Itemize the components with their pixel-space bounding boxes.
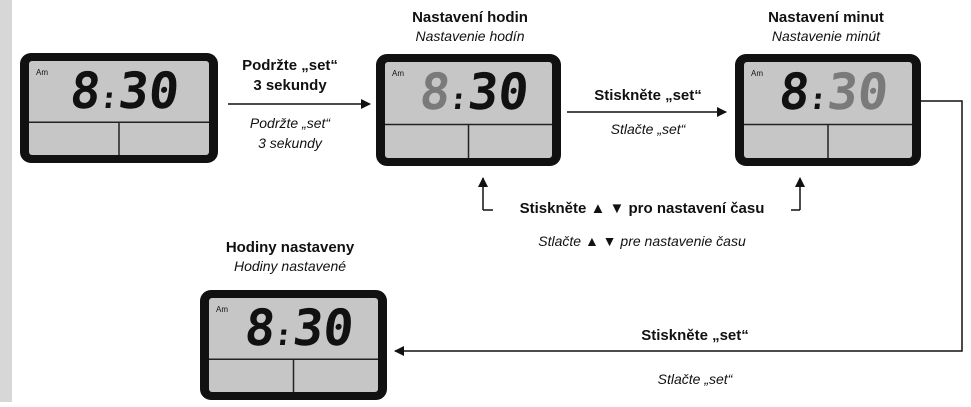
am-label: Am: [36, 68, 48, 77]
title: Nastavenie minút: [772, 28, 881, 44]
am-label: Am: [216, 305, 228, 314]
minutes: 30: [290, 298, 356, 357]
label: Stlačte „set“: [611, 121, 687, 137]
am-label: Am: [751, 69, 763, 78]
time: 8:30: [242, 298, 357, 357]
title: Nastavení hodin: [412, 9, 528, 26]
label: Stiskněte ▲ ▼ pro nastavení času: [520, 200, 765, 217]
label: Stiskněte „set“: [594, 87, 702, 104]
label: Stiskněte „set“: [641, 327, 749, 344]
side-strip: [0, 0, 12, 402]
minutes: 30: [465, 62, 531, 121]
label: Podržte „set“: [250, 115, 331, 131]
label: Podržte „set“: [242, 57, 338, 74]
title: Nastavenie hodín: [416, 28, 525, 44]
label: Stlačte ▲ ▼ pre nastavenie času: [538, 233, 746, 249]
am-label: Am: [392, 69, 404, 78]
title: Hodiny nastaveny: [226, 239, 355, 256]
minutes: 30: [116, 61, 182, 120]
time: 8:30: [417, 62, 532, 121]
lcd-display: Am 8:30: [735, 54, 921, 166]
label: 3 sekundy: [253, 77, 327, 94]
label: Stlačte „set“: [658, 371, 734, 387]
lcd-display: Am 8:30: [200, 290, 387, 400]
title: Nastavení minut: [768, 9, 884, 26]
lcd-display: Am 8:30: [20, 53, 218, 163]
lcd-display: Am 8:30: [376, 54, 561, 166]
time: 8:30: [68, 61, 183, 120]
title: Hodiny nastavené: [234, 258, 346, 274]
time: 8:30: [777, 62, 892, 121]
minutes: 30: [825, 62, 891, 121]
diagram: Podržte „set“ 3 sekundy Podržte „set“ 3 …: [0, 0, 971, 402]
label: 3 sekundy: [258, 135, 323, 151]
